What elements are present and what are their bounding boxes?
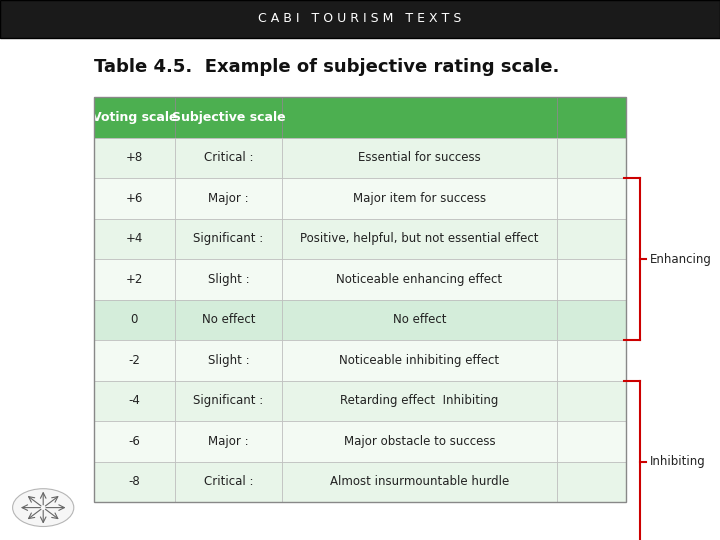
Text: -8: -8 xyxy=(128,475,140,489)
Text: Major obstacle to success: Major obstacle to success xyxy=(343,435,495,448)
Text: +6: +6 xyxy=(126,192,143,205)
Text: +8: +8 xyxy=(126,151,143,165)
Text: Major item for success: Major item for success xyxy=(353,192,486,205)
Text: Essential for success: Essential for success xyxy=(358,151,481,165)
Text: +2: +2 xyxy=(126,273,143,286)
Text: No effect: No effect xyxy=(202,313,255,327)
Text: -4: -4 xyxy=(128,394,140,408)
Text: Positive, helpful, but not essential effect: Positive, helpful, but not essential eff… xyxy=(300,232,539,246)
Text: Noticeable inhibiting effect: Noticeable inhibiting effect xyxy=(340,354,500,367)
Text: No effect: No effect xyxy=(393,313,446,327)
Text: -6: -6 xyxy=(128,435,140,448)
Text: Significant :: Significant : xyxy=(193,232,264,246)
Text: Enhancing: Enhancing xyxy=(649,253,711,266)
Text: Noticeable enhancing effect: Noticeable enhancing effect xyxy=(336,273,503,286)
Text: -2: -2 xyxy=(128,354,140,367)
Text: Critical :: Critical : xyxy=(204,475,253,489)
Text: Inhibiting: Inhibiting xyxy=(649,455,705,468)
Text: Voting scale: Voting scale xyxy=(91,111,177,124)
Text: Almost insurmountable hurdle: Almost insurmountable hurdle xyxy=(330,475,509,489)
Text: Retarding effect  Inhibiting: Retarding effect Inhibiting xyxy=(341,394,499,408)
Text: Subjective scale: Subjective scale xyxy=(171,111,285,124)
Text: Slight :: Slight : xyxy=(207,354,249,367)
Ellipse shape xyxy=(13,489,73,526)
Text: Table 4.5.  Example of subjective rating scale.: Table 4.5. Example of subjective rating … xyxy=(94,58,559,77)
Text: Significant :: Significant : xyxy=(193,394,264,408)
Text: C A B I   T O U R I S M   T E X T S: C A B I T O U R I S M T E X T S xyxy=(258,12,462,25)
Text: Critical :: Critical : xyxy=(204,151,253,165)
Text: 0: 0 xyxy=(130,313,138,327)
Text: Major :: Major : xyxy=(208,435,248,448)
Text: Major :: Major : xyxy=(208,192,248,205)
Text: Slight :: Slight : xyxy=(207,273,249,286)
Text: +4: +4 xyxy=(126,232,143,246)
